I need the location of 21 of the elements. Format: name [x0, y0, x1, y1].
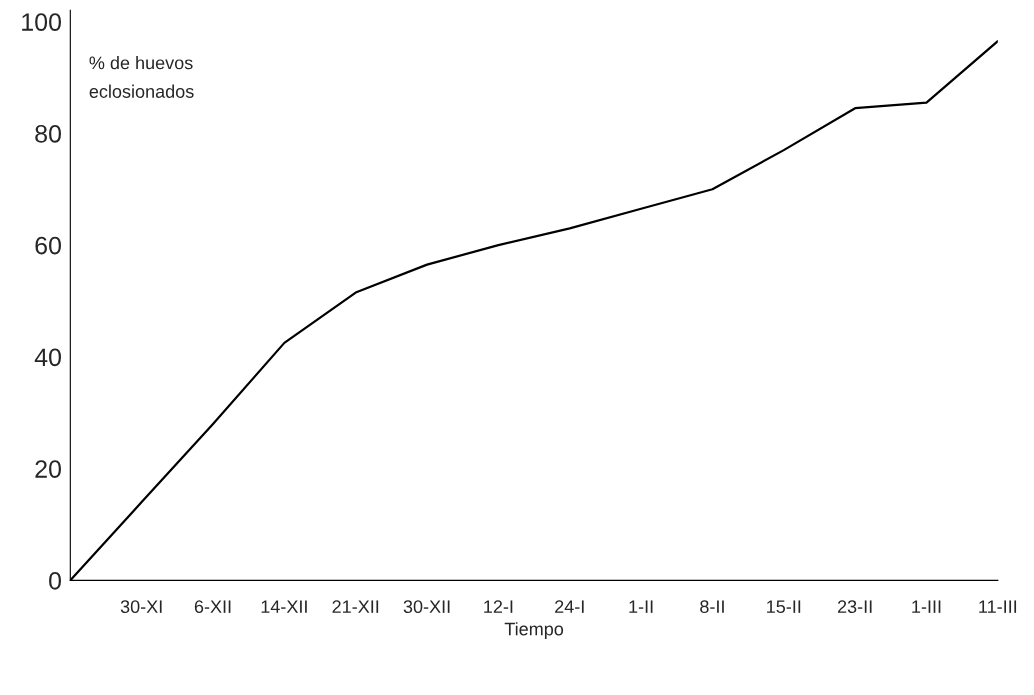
- x-axis-title: Tiempo: [504, 622, 564, 639]
- x-tick-label: 30-XII: [403, 600, 450, 614]
- y-tick-label: 100: [22, 13, 62, 31]
- x-tick-label: 21-XII: [332, 600, 379, 613]
- x-tick-label: 14-XII: [261, 600, 307, 613]
- y-tick-label: 40: [34, 348, 61, 367]
- x-tick-label: 1-II: [629, 600, 653, 613]
- y-tick-label: 0: [49, 571, 61, 590]
- y-tick-label: 20: [35, 460, 61, 478]
- x-tick-label: 12-I: [484, 600, 513, 613]
- x-tick-label: 8-II: [700, 600, 724, 614]
- y-axis-title: % de huevos eclosionados: [89, 56, 194, 98]
- y-tick-label: 60: [35, 236, 61, 255]
- x-tick-label: 15-II: [767, 600, 801, 614]
- x-tick-label: 1-III: [912, 600, 941, 613]
- x-tick-label: 6-XII: [194, 600, 231, 614]
- y-tick-label: 80: [35, 124, 61, 143]
- x-tick-label: 11-III: [979, 600, 1017, 613]
- x-tick-label: 30-XI: [120, 600, 162, 614]
- x-tick-label: 24-I: [555, 600, 584, 613]
- x-tick-label: 23-II: [837, 600, 872, 614]
